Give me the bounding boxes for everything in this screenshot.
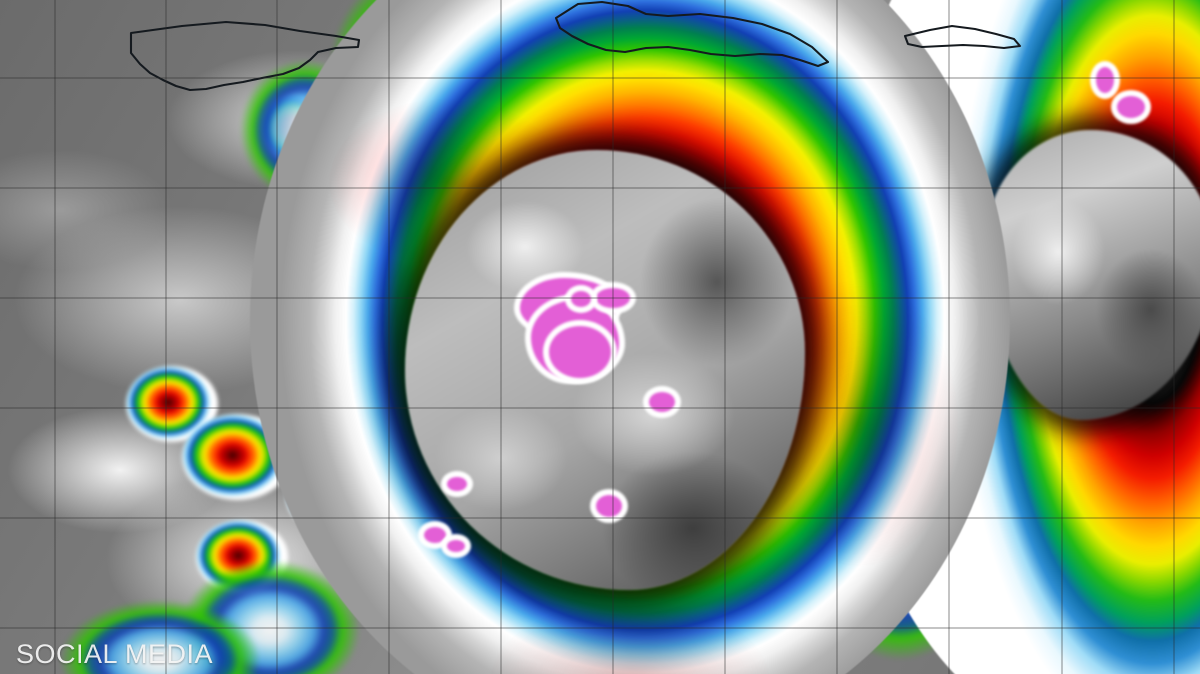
overshooting-top — [1117, 96, 1145, 118]
overshooting-top — [596, 495, 622, 517]
overshooting-top — [447, 540, 465, 552]
coastline-puerto-rico — [903, 24, 1022, 50]
secondary-cell-cold-core — [985, 130, 1200, 420]
overshooting-top — [447, 477, 467, 491]
watermark-label: SOCIAL MEDIA — [16, 639, 214, 669]
coastline-jamaica — [129, 20, 361, 92]
coastline-hispaniola — [554, 0, 830, 68]
overshooting-top — [571, 291, 591, 307]
overshooting-top — [549, 326, 611, 378]
overshooting-top — [424, 527, 446, 543]
overshooting-top — [649, 392, 675, 412]
overshooting-top — [1096, 67, 1114, 93]
